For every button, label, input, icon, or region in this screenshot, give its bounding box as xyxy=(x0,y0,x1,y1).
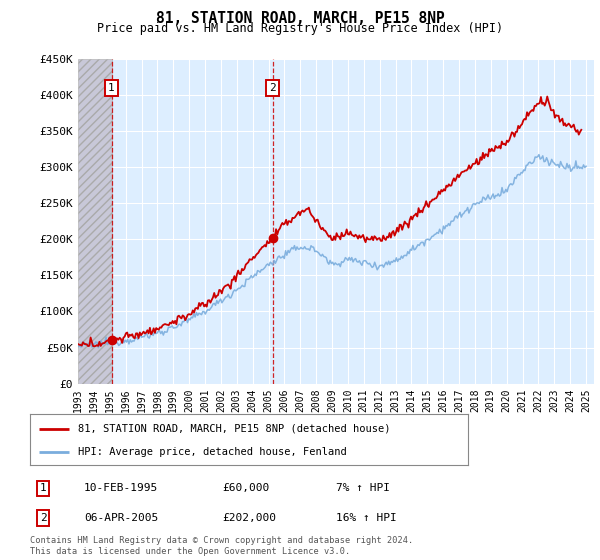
Text: 1: 1 xyxy=(108,83,115,93)
Text: 2: 2 xyxy=(269,83,276,93)
Text: Contains HM Land Registry data © Crown copyright and database right 2024.: Contains HM Land Registry data © Crown c… xyxy=(30,536,413,545)
Text: £60,000: £60,000 xyxy=(222,483,269,493)
Text: 16% ↑ HPI: 16% ↑ HPI xyxy=(336,513,397,523)
Text: HPI: Average price, detached house, Fenland: HPI: Average price, detached house, Fenl… xyxy=(78,447,347,457)
Text: 7% ↑ HPI: 7% ↑ HPI xyxy=(336,483,390,493)
Text: 81, STATION ROAD, MARCH, PE15 8NP (detached house): 81, STATION ROAD, MARCH, PE15 8NP (detac… xyxy=(78,423,391,433)
Text: Price paid vs. HM Land Registry's House Price Index (HPI): Price paid vs. HM Land Registry's House … xyxy=(97,22,503,35)
Text: 10-FEB-1995: 10-FEB-1995 xyxy=(84,483,158,493)
Text: 81, STATION ROAD, MARCH, PE15 8NP: 81, STATION ROAD, MARCH, PE15 8NP xyxy=(155,11,445,26)
Text: 06-APR-2005: 06-APR-2005 xyxy=(84,513,158,523)
Text: 2: 2 xyxy=(40,513,47,523)
Text: This data is licensed under the Open Government Licence v3.0.: This data is licensed under the Open Gov… xyxy=(30,547,350,556)
Bar xyxy=(78,59,112,384)
Text: £202,000: £202,000 xyxy=(222,513,276,523)
Text: 1: 1 xyxy=(40,483,47,493)
